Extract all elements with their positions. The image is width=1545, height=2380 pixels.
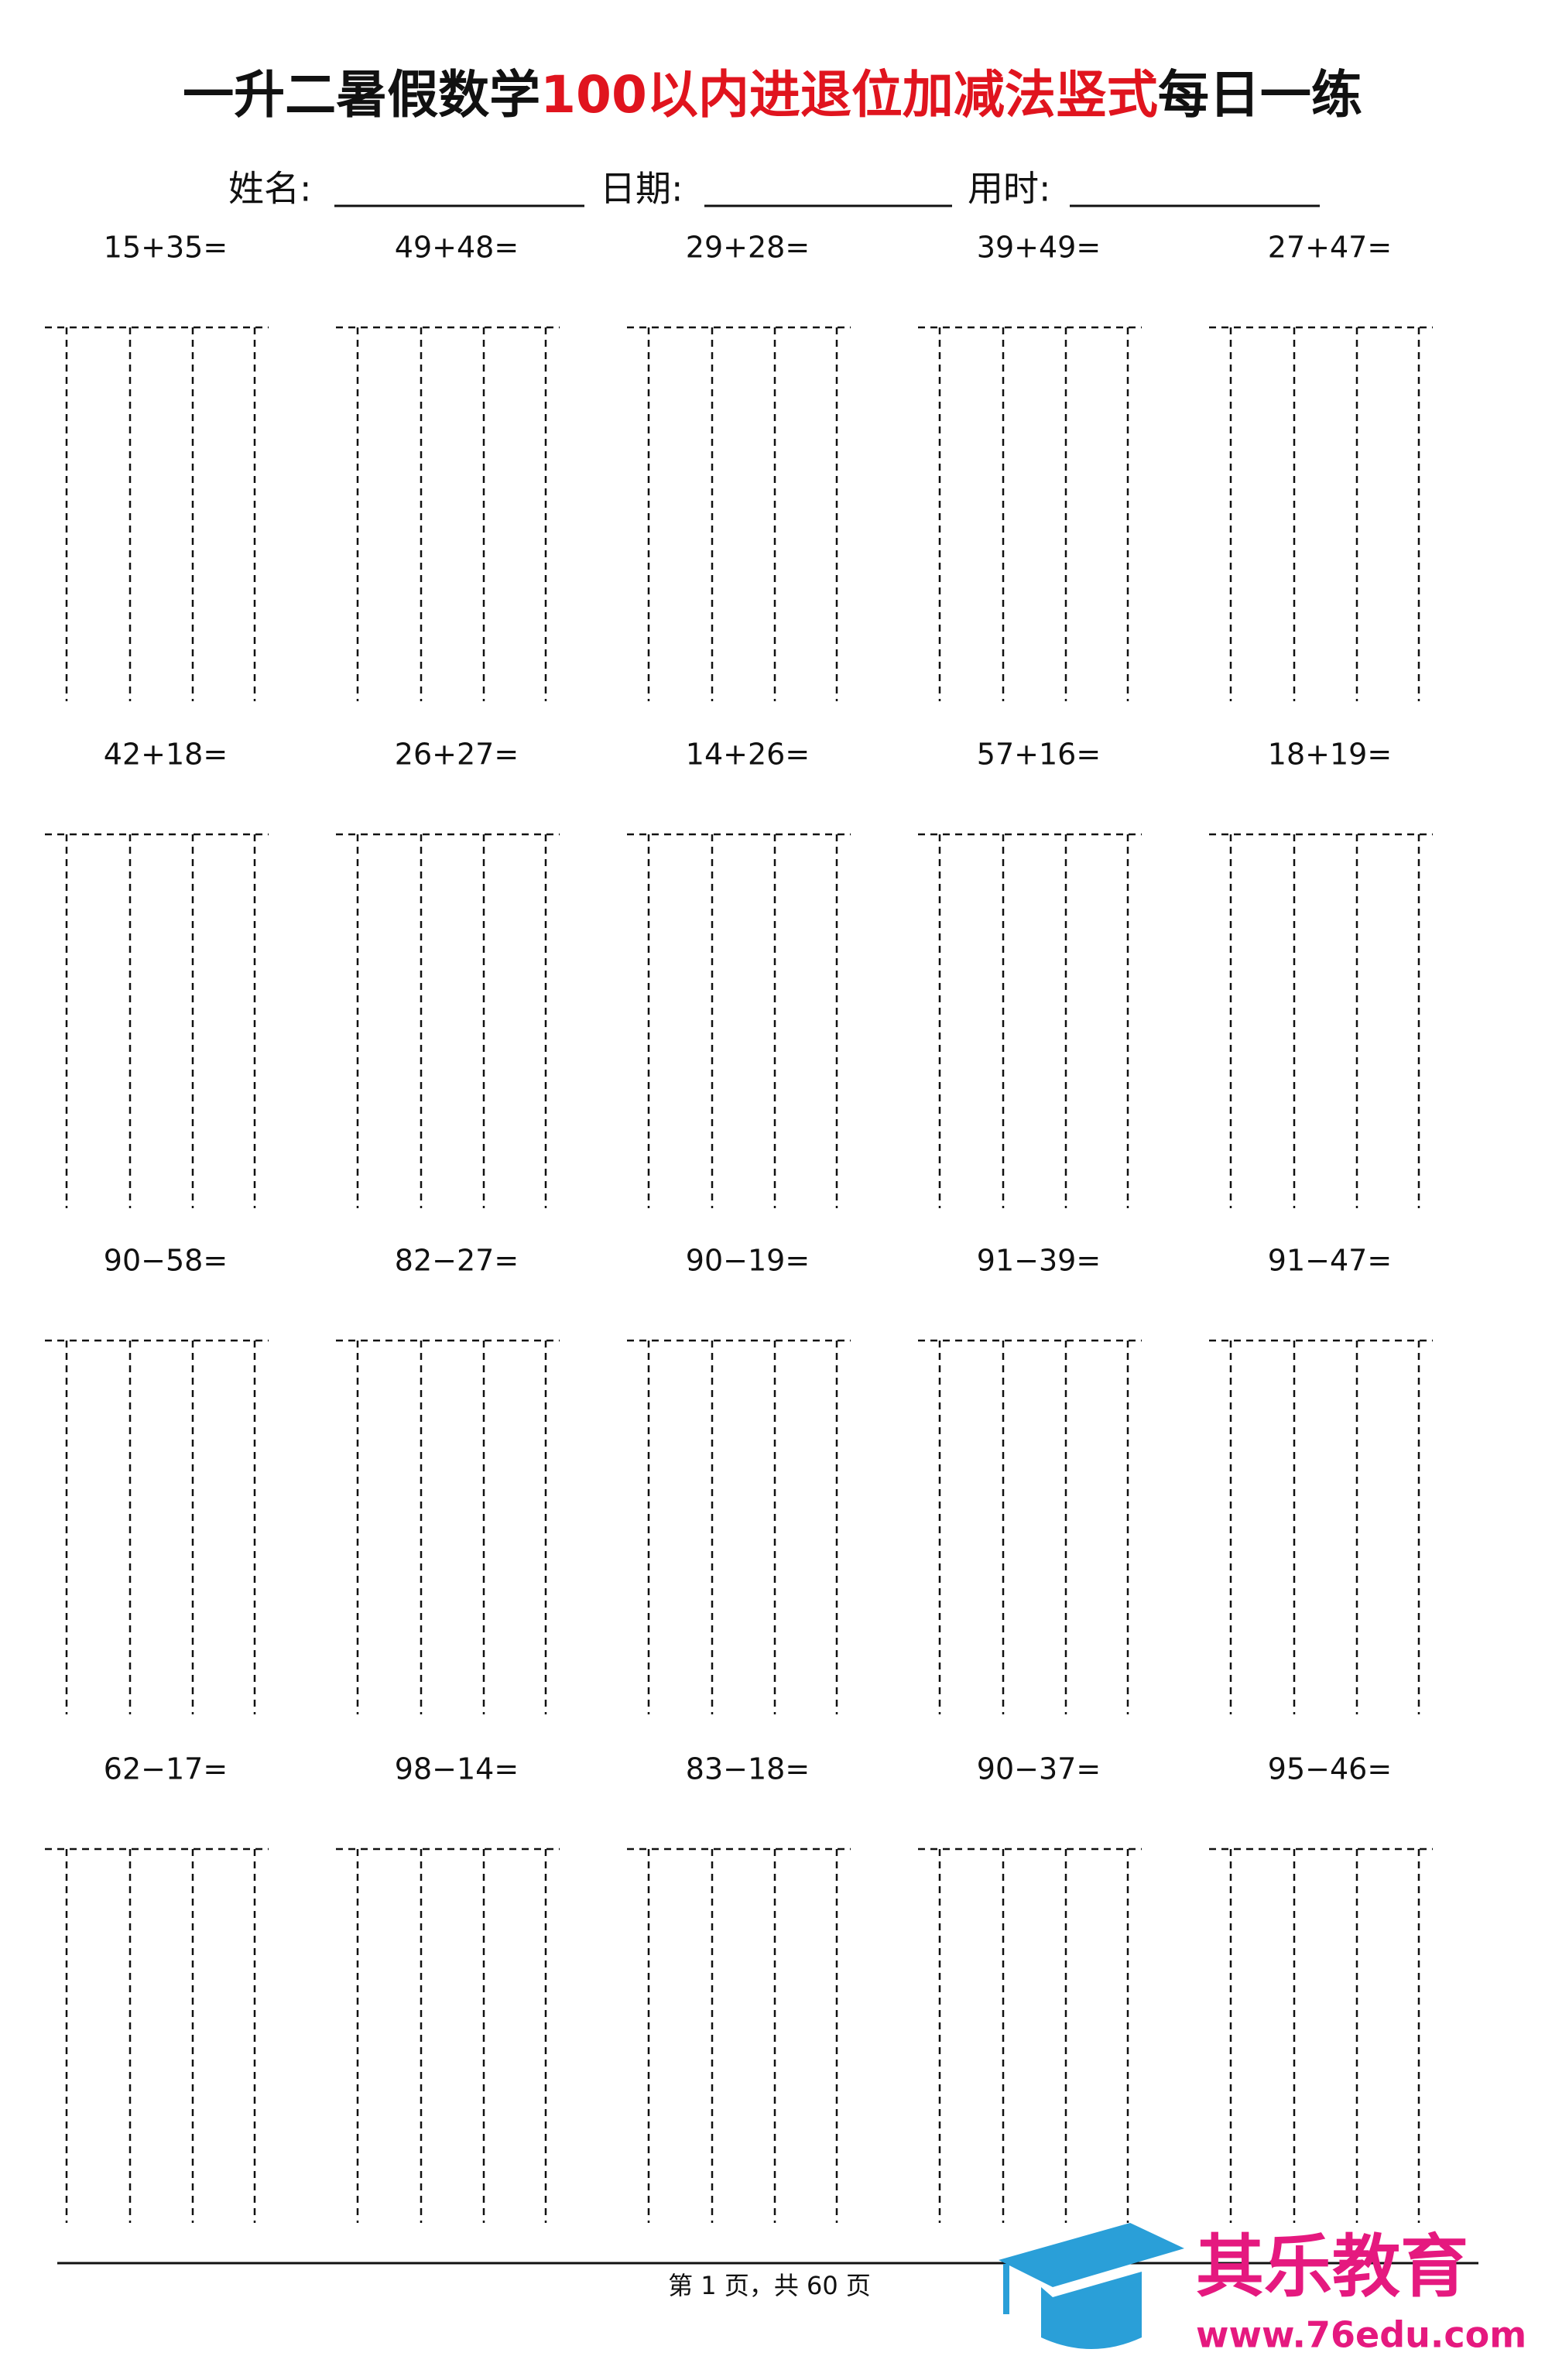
problem: 39+49= xyxy=(918,231,1142,701)
problem-text: 90−58= xyxy=(104,1244,228,1278)
logo-url: www.76edu.com xyxy=(1196,2314,1526,2356)
problem-text: 26+27= xyxy=(395,738,519,772)
problem-text: 29+28= xyxy=(686,231,810,265)
problem-text: 83−18= xyxy=(686,1752,810,1786)
field-label: 姓名: xyxy=(228,168,312,210)
problem: 15+35= xyxy=(45,231,269,701)
fields: 姓名: 日期: 用时: xyxy=(228,168,1320,210)
problem-text: 82−27= xyxy=(395,1244,519,1278)
logo-cap xyxy=(999,2223,1184,2287)
problem-text: 91−39= xyxy=(977,1244,1101,1278)
title-part: 每日一练 xyxy=(1158,65,1362,125)
problem-text: 90−19= xyxy=(686,1244,810,1278)
page-number: 第 1 页，共 60 页 xyxy=(668,2271,871,2300)
problem-text: 14+26= xyxy=(686,738,810,772)
title-part: 100以内进退位加减法竖式 xyxy=(540,65,1158,125)
problem: 42+18= xyxy=(45,738,269,1208)
problem: 18+19= xyxy=(1209,738,1433,1208)
problem-text: 39+49= xyxy=(977,231,1101,265)
problem: 95−46= xyxy=(1209,1752,1433,2223)
problem: 91−47= xyxy=(1209,1244,1433,1714)
problem-text: 57+16= xyxy=(977,738,1101,772)
problem-text: 27+47= xyxy=(1268,231,1392,265)
problem: 90−19= xyxy=(627,1244,851,1714)
problems: 15+35= 49+48= 29+28= 39+49= 27+47= 42+18= 26+2… xyxy=(45,231,1433,2223)
problem: 90−58= xyxy=(45,1244,269,1714)
problem-text: 98−14= xyxy=(395,1752,519,1786)
problem-text: 15+35= xyxy=(104,231,228,265)
problem: 90−37= xyxy=(918,1752,1142,2223)
problem: 91−39= xyxy=(918,1244,1142,1714)
title: 一升二暑假数学100以内进退位加减法竖式每日一练 xyxy=(183,65,1362,125)
problem-text: 62−17= xyxy=(104,1752,228,1786)
title-part: 一升二暑假数学 xyxy=(183,65,540,125)
problem: 49+48= xyxy=(336,231,560,701)
problem-text: 18+19= xyxy=(1268,738,1392,772)
problem: 57+16= xyxy=(918,738,1142,1208)
field-label: 用时: xyxy=(968,168,1051,210)
problem: 62−17= xyxy=(45,1752,269,2223)
problem: 27+47= xyxy=(1209,231,1433,701)
problem-text: 95−46= xyxy=(1268,1752,1392,1786)
logo: 其乐教育 www.76edu.com xyxy=(999,2223,1526,2356)
problem: 82−27= xyxy=(336,1244,560,1714)
problem-text: 49+48= xyxy=(395,231,519,265)
problem: 26+27= xyxy=(336,738,560,1208)
problem-text: 42+18= xyxy=(104,738,228,772)
problem-text: 91−47= xyxy=(1268,1244,1392,1278)
problem: 29+28= xyxy=(627,231,851,701)
problem: 83−18= xyxy=(627,1752,851,2223)
logo-cap-base xyxy=(1041,2272,1142,2349)
field-label: 日期: xyxy=(600,168,683,210)
problem: 98−14= xyxy=(336,1752,560,2223)
logo-name: 其乐教育 xyxy=(1196,2227,1468,2306)
problem: 14+26= xyxy=(627,738,851,1208)
problem-text: 90−37= xyxy=(977,1752,1101,1786)
